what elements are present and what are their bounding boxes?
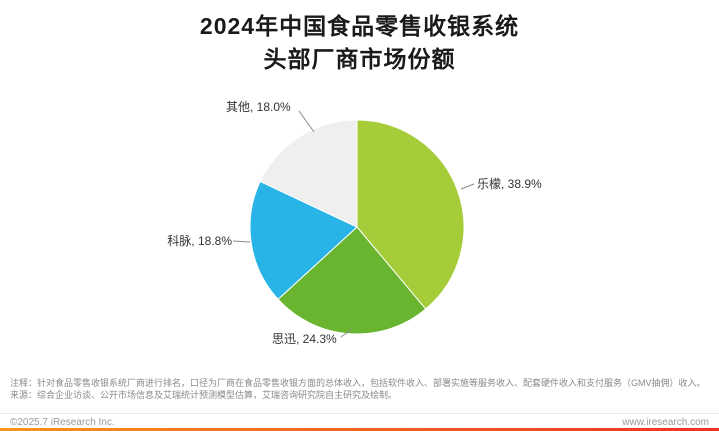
title-line-1: 2024年中国食品零售收银系统 [199, 13, 520, 39]
title-line-2: 头部厂商市场份额 [263, 46, 456, 72]
pie-slice-1 [277, 226, 427, 335]
pie-slice-0 [356, 119, 465, 310]
copyright-text: ©2025.7 iResearch Inc. [10, 416, 115, 428]
leader-line-2 [232, 240, 251, 243]
leader-line-0 [460, 183, 475, 190]
footnotes: 注释：针对食品零售收银系统厂商进行排名，口径为厂商在食品零售收银方面的总体收入，… [10, 377, 709, 401]
pie-slice-3 [259, 119, 358, 228]
page-title: 2024年中国食品零售收银系统 头部厂商市场份额 [0, 10, 719, 76]
pie-label-kemai: 科脉, 18.8% [167, 234, 232, 248]
pie-label-sixun: 思迅, 24.3% [272, 332, 337, 346]
pie-label-lemeng: 乐檬, 38.9% [477, 177, 542, 191]
leader-line-1 [340, 328, 353, 338]
note-methodology: 注释：针对食品零售收银系统厂商进行排名，口径为厂商在食品零售收银方面的总体收入，… [10, 378, 706, 388]
note-source: 来源：综合企业访谈、公开市场信息及艾瑞统计预测模型估算，艾瑞咨询研究院自主研究及… [10, 390, 398, 400]
brand-accent-bar [0, 428, 719, 431]
footer-bar: ©2025.7 iResearch Inc. www.iresearch.com [0, 413, 719, 428]
leader-line-3 [298, 110, 315, 133]
pie-label-qita: 其他, 18.0% [226, 100, 291, 114]
website-link[interactable]: www.iresearch.com [622, 416, 709, 428]
pie-slice-2 [249, 180, 358, 300]
